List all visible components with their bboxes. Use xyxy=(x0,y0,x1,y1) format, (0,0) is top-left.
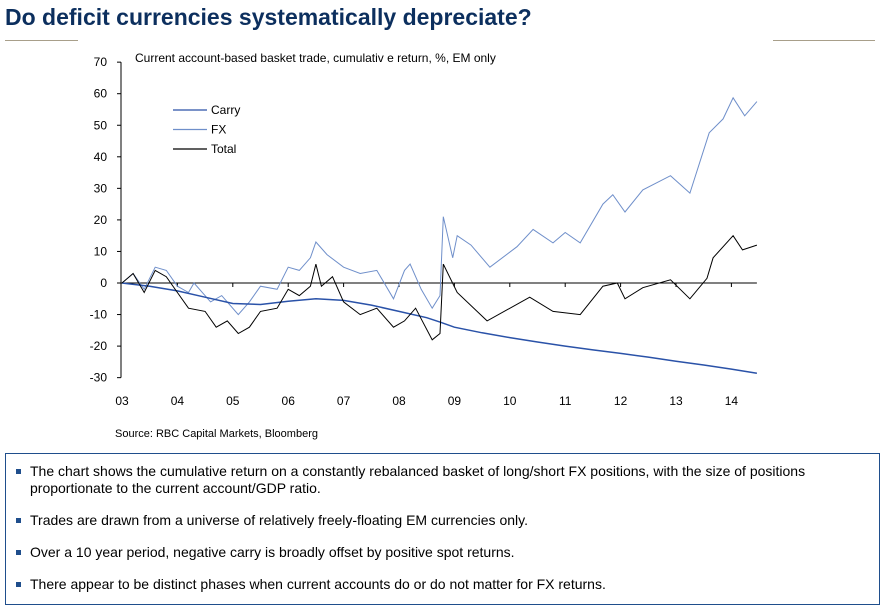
y-tick-label: 30 xyxy=(94,181,108,195)
x-tick-label: 10 xyxy=(503,394,517,408)
bullet-square-icon xyxy=(16,550,21,555)
series-line-total xyxy=(121,234,758,341)
x-axis: 03 04 05 06 07 08 09 10 11 12 13 14 xyxy=(115,282,757,408)
line-chart: Current account-based basket trade, cumu… xyxy=(90,51,758,440)
x-tick-label: 14 xyxy=(725,394,739,408)
y-tick-label: 60 xyxy=(94,87,108,101)
bullet-square-icon xyxy=(16,469,21,474)
bullet-item: Over a 10 year period, negative carry is… xyxy=(6,544,879,561)
y-tick-label: 70 xyxy=(94,55,108,69)
series-line-carry xyxy=(121,282,758,374)
bullet-item: The chart shows the cumulative return on… xyxy=(6,463,879,497)
x-tick-label: 09 xyxy=(448,394,462,408)
bullet-list: The chart shows the cumulative return on… xyxy=(6,463,879,608)
y-tick-label: 10 xyxy=(94,244,108,258)
y-axis: 70 60 50 40 30 20 10 0 -10 -20 -30 xyxy=(90,55,122,385)
bullet-item: There appear to be distinct phases when … xyxy=(6,576,879,593)
series-lines xyxy=(121,96,758,374)
bullet-square-icon xyxy=(16,518,21,523)
x-tick-label: 06 xyxy=(282,394,296,408)
x-tick-label: 08 xyxy=(392,394,406,408)
title-rule-left xyxy=(5,40,78,41)
bullet-item: Trades are drawn from a universe of rela… xyxy=(6,512,879,529)
x-tick-label: 13 xyxy=(669,394,683,408)
chart-title: Current account-based basket trade, cumu… xyxy=(135,51,496,65)
page-title: Do deficit currencies systematically dep… xyxy=(5,4,532,30)
commentary-box: The chart shows the cumulative return on… xyxy=(5,453,880,605)
y-tick-label: -10 xyxy=(90,308,108,322)
y-tick-label: 20 xyxy=(94,213,108,227)
legend-label-fx: FX xyxy=(211,123,226,137)
legend: Carry FX Total xyxy=(173,103,240,156)
y-tick-label: 50 xyxy=(94,118,108,132)
y-tick-label: 0 xyxy=(100,276,107,290)
y-tick-label: 40 xyxy=(94,150,108,164)
bullet-square-icon xyxy=(16,582,21,587)
x-tick-label: 12 xyxy=(614,394,628,408)
x-tick-label: 03 xyxy=(115,394,129,408)
series-line-fx xyxy=(121,96,758,316)
y-tick-label: -30 xyxy=(90,371,108,385)
legend-label-carry: Carry xyxy=(211,103,240,117)
x-tick-label: 07 xyxy=(337,394,351,408)
x-tick-label: 11 xyxy=(559,394,572,408)
chart-source: Source: RBC Capital Markets, Bloomberg xyxy=(115,428,318,440)
x-tick-label: 04 xyxy=(171,394,185,408)
title-rule-right xyxy=(773,40,875,41)
legend-label-total: Total xyxy=(211,142,236,156)
y-tick-label: -20 xyxy=(90,339,108,353)
x-tick-label: 05 xyxy=(226,394,240,408)
